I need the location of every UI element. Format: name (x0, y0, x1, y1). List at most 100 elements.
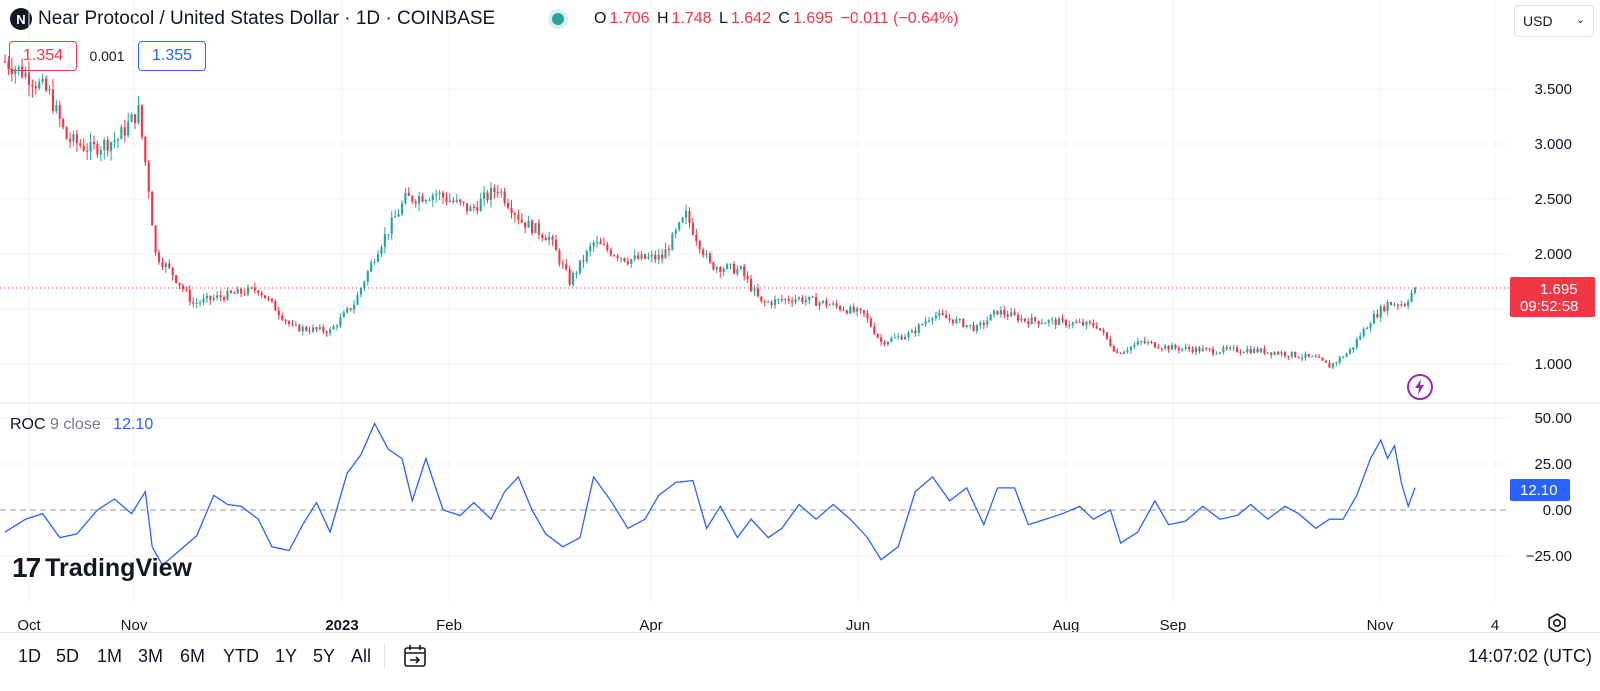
candle-body (373, 261, 376, 263)
candle-body (366, 271, 369, 282)
timeframe-5y[interactable]: 5Y (313, 646, 336, 666)
candle-body (1075, 322, 1078, 324)
currency-select[interactable]: USD ⌄ (1514, 5, 1594, 37)
candle-body (873, 326, 876, 334)
candle-body (1403, 304, 1406, 306)
tradingview-logo[interactable]: 17 TradingView (12, 552, 192, 583)
candle-body (1294, 351, 1297, 358)
candle-body (756, 288, 759, 297)
timeframe-1y[interactable]: 1Y (275, 646, 298, 666)
candle-body (780, 299, 783, 301)
time-tick-label: Jun (846, 617, 870, 632)
candle-body (127, 121, 130, 136)
candle-body (250, 287, 253, 289)
candle-body (910, 330, 913, 333)
candle-body (1383, 306, 1386, 311)
candle-body (880, 337, 883, 342)
candle-body (1280, 352, 1283, 355)
candle-body (27, 72, 31, 85)
ohlc-values: O 1.706 H 1.748 L 1.642 C 1.695 −0.011 (−0.6… (594, 10, 962, 28)
candle-body (647, 256, 650, 259)
candle-body (1413, 287, 1417, 293)
candle-body (284, 319, 287, 322)
candle-body (219, 295, 222, 298)
candle-body (1184, 347, 1187, 349)
candle-body (469, 207, 472, 212)
candle-body (1167, 345, 1170, 350)
time-tick-label: 4 (1491, 617, 1499, 632)
candle-body (1061, 318, 1064, 320)
chart-header: N Near Protocol / United States Dollar ·… (0, 0, 1460, 40)
bottom-toolbar: 1D 5D 1M 3M 6M YTD 1Y 5Y All 14:07:02 (U… (0, 632, 1600, 691)
candle-body (45, 78, 48, 91)
candle-body (1112, 345, 1115, 352)
candle-body (746, 275, 749, 279)
candle-body (171, 267, 174, 276)
candle-body (346, 308, 349, 313)
candle-body (216, 295, 219, 298)
candle-body (58, 105, 61, 120)
candle-body (637, 255, 640, 259)
candle-body (1157, 347, 1160, 349)
settings-gear-icon[interactable] (1546, 612, 1568, 634)
timeframe-1d[interactable]: 1D (18, 646, 42, 666)
candle-body (859, 308, 862, 311)
candle-body (229, 290, 232, 293)
candle-body (86, 150, 89, 152)
candle-body (794, 298, 797, 303)
candle-body (773, 299, 777, 305)
price-tick-label: 2.500 (1534, 191, 1572, 208)
candle-body (133, 114, 137, 124)
candle-body (168, 263, 171, 268)
candle-body (705, 253, 708, 256)
candle-body (1246, 349, 1249, 353)
candle-body (7, 61, 10, 69)
candle-body (832, 303, 835, 305)
spread-value: 0.001 (89, 48, 125, 64)
lightning-icon[interactable] (1406, 373, 1434, 401)
candle-body (17, 66, 20, 70)
toolbar-separator (384, 643, 385, 669)
candle-body (1366, 328, 1369, 330)
candle-body (472, 207, 475, 209)
candle-body (390, 217, 393, 234)
sell-price-box[interactable]: 1.354 (9, 41, 77, 71)
timeframe-1m[interactable]: 1M (97, 646, 123, 666)
time-tick-label: Nov (121, 617, 148, 632)
close-value: 1.695 (792, 10, 834, 27)
timeframe-6m[interactable]: 6M (180, 646, 206, 666)
timeframe-3m[interactable]: 3M (138, 646, 164, 666)
utc-clock[interactable]: 14:07:02 (UTC) (1467, 646, 1592, 666)
timeframe-5d[interactable]: 5D (56, 646, 80, 666)
candle-body (1133, 344, 1136, 347)
candle-body (657, 254, 660, 260)
candle-body (236, 289, 239, 294)
candle-body (72, 134, 75, 142)
candle-body (407, 192, 410, 196)
timeframe-all[interactable]: All (351, 646, 372, 666)
candle-body (530, 220, 534, 234)
timeframe-ytd[interactable]: YTD (223, 646, 259, 666)
candle-body (996, 310, 999, 315)
calendar-range-icon[interactable] (402, 642, 430, 670)
candle-body (924, 321, 927, 325)
roc-axis[interactable]: 50.00 25.00 0.00 −25.00 (1526, 410, 1572, 565)
candle-body (1232, 347, 1235, 349)
time-axis[interactable]: Oct Nov 2023 Feb Apr Jun Aug Sep Nov 4 (17, 617, 1499, 632)
symbol-title[interactable]: Near Protocol / United States Dollar · 1… (38, 8, 496, 29)
near-logo-icon: N (10, 8, 32, 30)
candle-body (962, 319, 965, 327)
roc-legend[interactable]: ROC 9 close 12.10 (10, 416, 153, 434)
candle-body (815, 296, 818, 306)
candle-body (274, 301, 277, 311)
candle-body (609, 249, 612, 256)
candle-body (934, 315, 937, 319)
candle-body (270, 298, 274, 302)
buy-price-box[interactable]: 1.355 (138, 41, 206, 71)
candle-body (678, 222, 681, 230)
candle-body (113, 140, 116, 143)
candle-body (164, 263, 167, 268)
candle-body (804, 300, 807, 303)
